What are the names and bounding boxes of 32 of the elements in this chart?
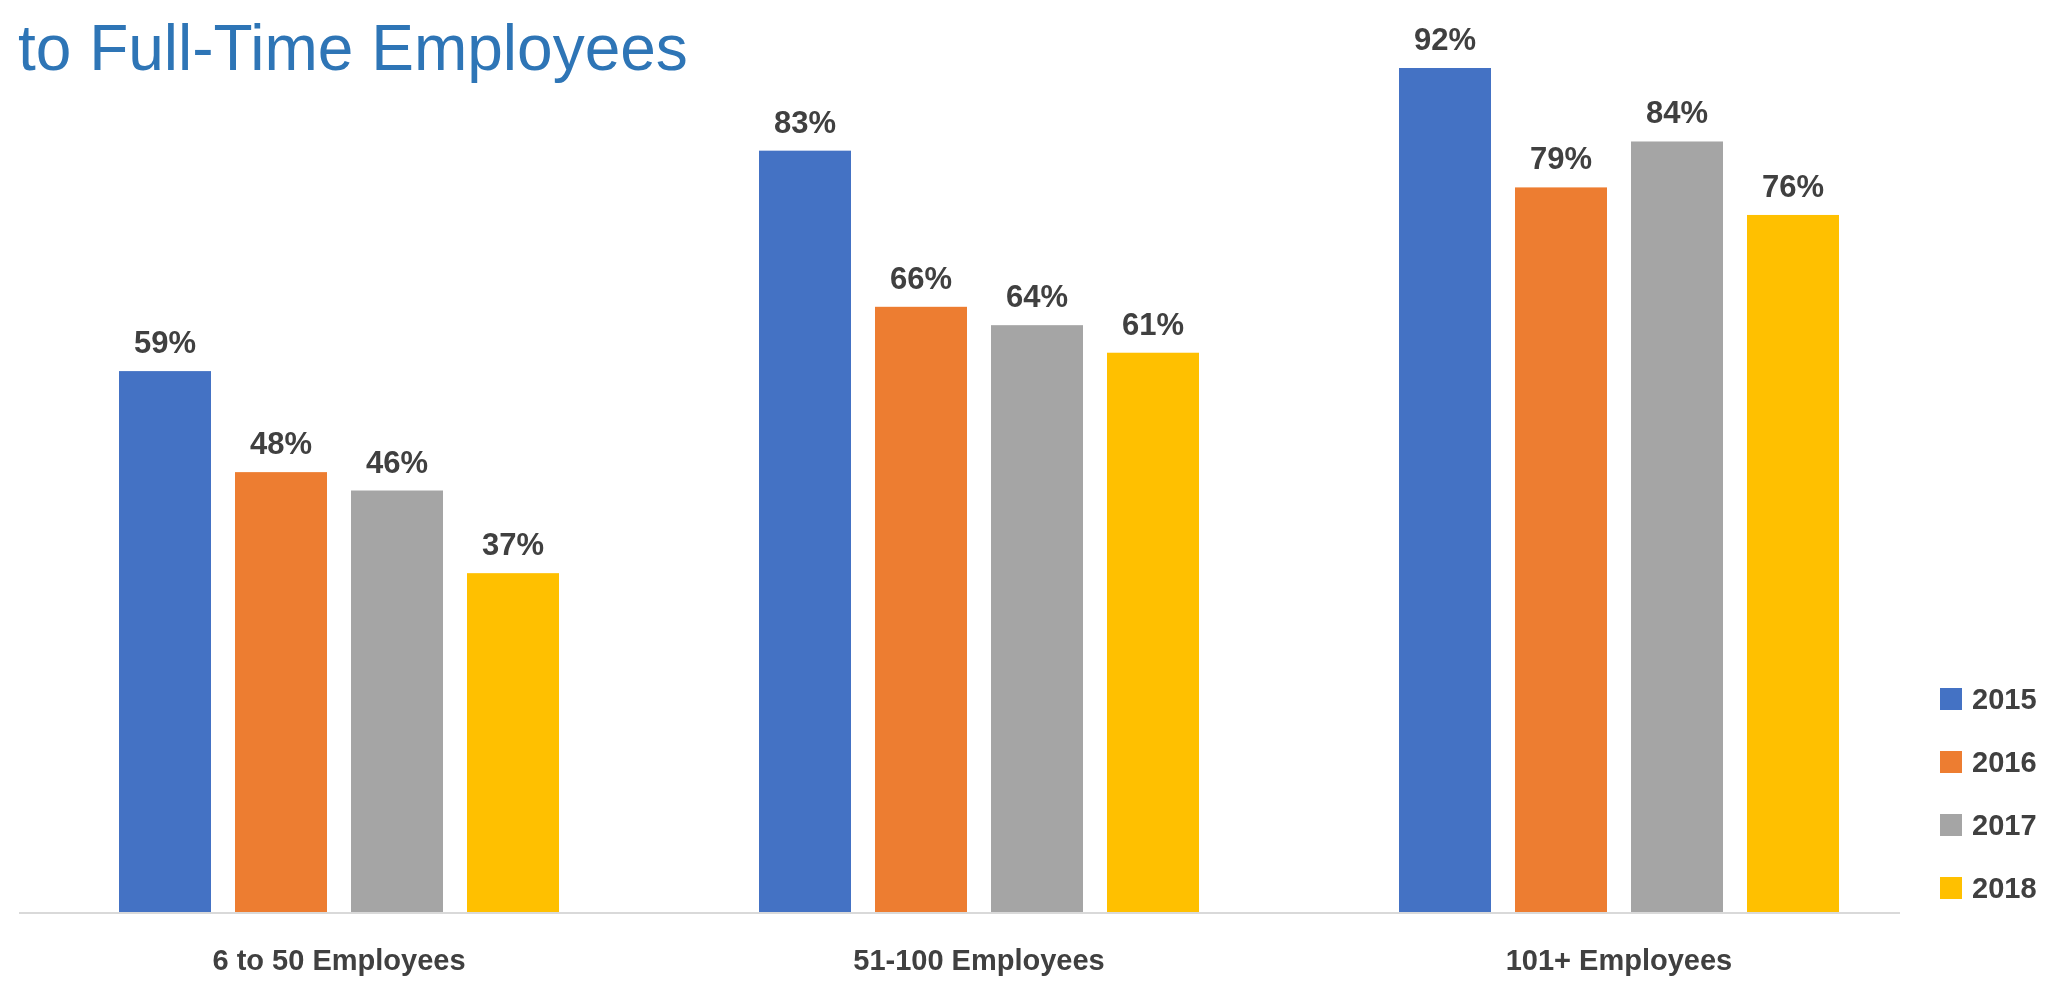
- bar: [875, 306, 967, 913]
- data-label: 76%: [1761, 168, 1825, 204]
- bar: [1515, 187, 1607, 913]
- legend-label: 2016: [1972, 746, 2037, 778]
- data-label: 48%: [249, 426, 313, 462]
- data-label: 37%: [481, 527, 545, 563]
- x-tick-label: 51-100 Employees: [853, 944, 1105, 976]
- data-label: 59%: [133, 325, 197, 361]
- bar: [1399, 68, 1491, 913]
- bar: [235, 472, 327, 913]
- legend-label: 2018: [1972, 872, 2037, 904]
- data-label: 83%: [773, 104, 837, 140]
- bar: [467, 573, 559, 913]
- bar: [1747, 214, 1839, 913]
- data-label: 64%: [1005, 279, 1069, 315]
- x-tick-label: 101+ Employees: [1505, 944, 1733, 976]
- legend-label: 2015: [1972, 683, 2037, 715]
- bar: [759, 150, 851, 913]
- data-label: 61%: [1121, 306, 1185, 342]
- data-label: 92%: [1413, 22, 1477, 57]
- bar: [991, 325, 1083, 913]
- bar: [1631, 141, 1723, 913]
- bar: [1107, 352, 1199, 913]
- bar: [351, 490, 443, 913]
- data-label: 66%: [889, 260, 953, 296]
- bar: [119, 371, 211, 913]
- data-label: 46%: [365, 444, 429, 480]
- legend-label: 2017: [1972, 809, 2037, 841]
- data-label: 79%: [1529, 141, 1593, 177]
- x-tick-label: 6 to 50 Employees: [212, 944, 466, 976]
- data-label: 84%: [1645, 95, 1709, 131]
- chart-title: to Full-Time Employees: [18, 12, 688, 84]
